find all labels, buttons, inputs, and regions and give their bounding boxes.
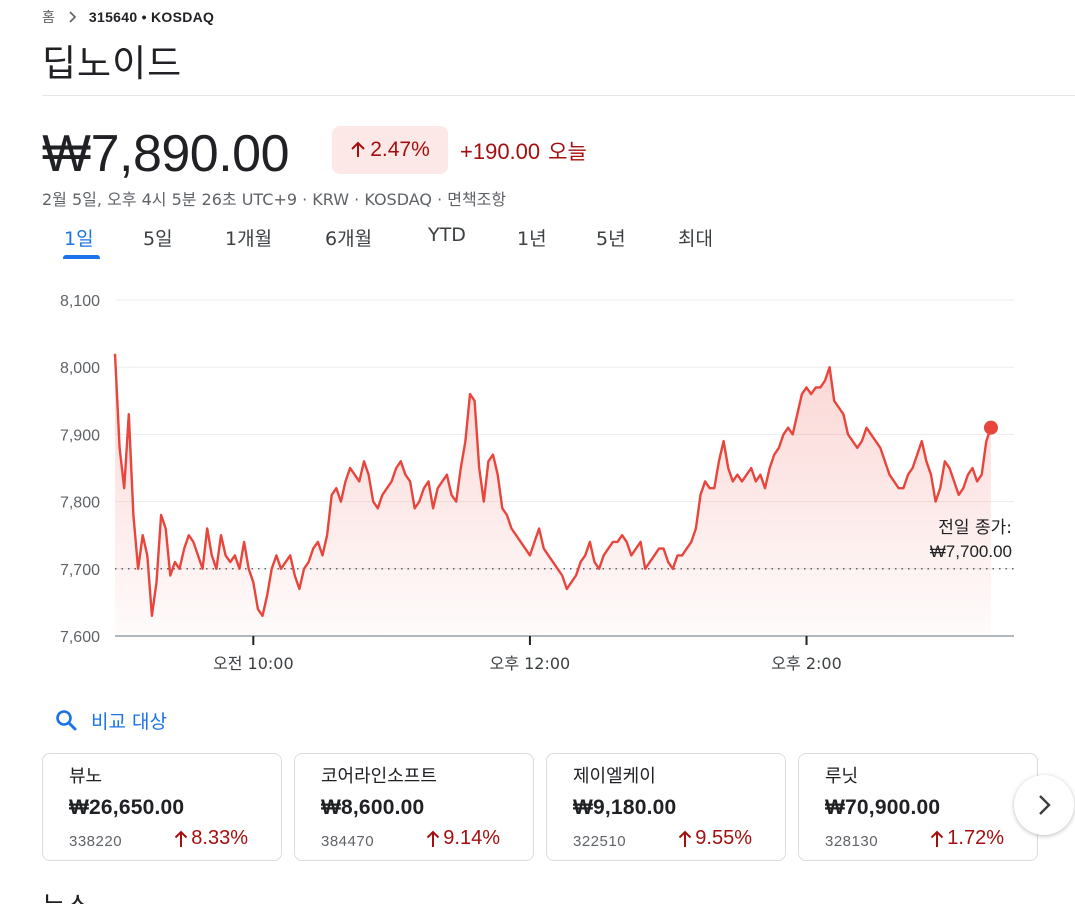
related-code: 384470 [321,833,375,850]
search-icon [56,710,77,731]
breadcrumb-home-link[interactable]: 홈 [42,10,55,26]
arrow-up-icon [931,830,944,847]
tab-2[interactable]: 1개월 [225,228,273,250]
tab-7[interactable]: 최대 [678,228,713,250]
related-stocks: 뷰노 ₩26,650.00 338220 8.33% 코어라인소프트 ₩8,600.00 3… [42,753,1075,861]
chevron-right-icon [1039,795,1051,815]
news-heading: 뉴스 [42,886,90,904]
compare-button[interactable]: 비교 대상 [55,706,167,734]
y-tick-label: 8,000 [60,360,100,377]
related-change-value: 9.55% [695,827,752,849]
related-card[interactable]: 루닛 ₩70,900.00 328130 1.72% [798,753,1038,861]
price-area [115,353,991,636]
previous-close-label: 전일 종가: [938,518,1012,538]
arrow-up-icon [175,830,188,847]
breadcrumb-ticker: 315640 • KOSDAQ [88,9,215,25]
price-chart[interactable]: 8,100 8,000 7,900 7,800 7,700 7,600 오전 10:00 오후… [42,280,1032,680]
related-change-value: 1.72% [947,827,1004,849]
related-price: ₩26,650.00 [69,796,185,819]
related-code: 328130 [825,833,879,850]
related-change: 1.72% [930,827,1004,850]
breadcrumb: 홈 315640 • KOSDAQ [42,7,214,27]
related-name: 뷰노 [69,766,103,787]
quote-meta: 2월 5일, 오후 4시 5분 26초 UTC+9 · KRW · KOSDAQ… [42,190,507,209]
header-divider [42,95,1075,96]
tab-1[interactable]: 5일 [143,228,173,250]
current-price: ₩7,890.00 [42,125,290,183]
related-code: 338220 [69,833,123,850]
tab-4[interactable]: YTD [428,224,466,246]
related-card[interactable]: 코어라인소프트 ₩8,600.00 384470 9.14% [294,753,534,861]
x-tick-label: 오후 12:00 [490,654,571,673]
tab-5[interactable]: 1년 [517,228,547,250]
related-change: 9.14% [426,827,500,850]
related-change: 8.33% [174,827,248,850]
price-change: +190.00 오늘 [460,136,587,166]
previous-close-value: ₩7,700.00 [930,542,1012,561]
arrow-up-icon [427,830,440,847]
arrow-up-icon [351,141,365,157]
related-price: ₩9,180.00 [573,796,677,819]
tab-0[interactable]: 1일 [64,228,94,250]
arrow-up-icon [679,830,692,847]
compare-label: 비교 대상 [91,710,167,733]
next-button[interactable] [1014,775,1074,835]
price-change-value: +190.00 [460,139,541,164]
last-price-dot [983,420,998,435]
related-change: 9.55% [678,827,752,850]
price-line [113,353,993,617]
tab-active-indicator [63,255,100,259]
x-tick-label: 오후 2:00 [771,654,841,673]
related-name: 코어라인소프트 [321,766,437,787]
y-tick-label: 8,100 [60,293,100,310]
related-code: 322510 [573,833,627,850]
related-name: 제이엘케이 [573,766,656,787]
related-change-value: 9.14% [443,827,500,849]
tab-3[interactable]: 6개월 [325,228,373,250]
company-name: 딥노이드 [42,42,183,85]
y-tick-label: 7,900 [60,427,100,444]
related-price: ₩70,900.00 [825,796,941,819]
y-tick-label: 7,600 [60,629,100,646]
related-price: ₩8,600.00 [321,796,425,819]
related-card[interactable]: 뷰노 ₩26,650.00 338220 8.33% [42,753,282,861]
x-tick-label: 오전 10:00 [213,654,294,673]
price-change-period: 오늘 [548,140,587,164]
percent-change-badge: 2.47% [332,126,448,174]
related-change-value: 8.33% [191,827,248,849]
percent-change-value: 2.47% [370,138,430,161]
related-name: 루닛 [825,766,859,787]
chevron-right-icon [69,11,77,23]
y-tick-label: 7,800 [60,495,100,512]
y-tick-label: 7,700 [60,562,100,579]
related-card[interactable]: 제이엘케이 ₩9,180.00 322510 9.55% [546,753,786,861]
tab-6[interactable]: 5년 [596,228,626,250]
